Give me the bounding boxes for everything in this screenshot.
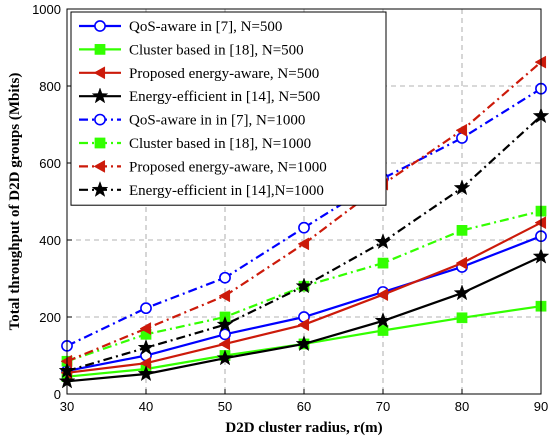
legend-marker	[94, 113, 106, 126]
data-point	[377, 257, 389, 269]
legend-label: QoS-aware in in [7], N=1000	[129, 113, 305, 129]
y-tick-label: 200	[39, 310, 61, 325]
x-tick-label: 70	[376, 399, 390, 414]
data-point	[139, 322, 152, 335]
legend-label: Energy-efficient in [14],N=1000	[129, 183, 324, 199]
data-point	[298, 221, 310, 234]
data-point	[374, 233, 392, 250]
legend-item: QoS-aware in [7], N=500	[79, 19, 282, 35]
data-point	[376, 288, 389, 302]
legend-item: Energy-efficient in [14],N=1000	[79, 180, 324, 199]
data-point	[456, 312, 468, 324]
legend-item: Cluster based in [18], N=1000	[79, 136, 311, 152]
axis-ticks: 30 40 50 60 70 80 90 0 200 400 600 800 1000	[32, 2, 548, 414]
data-point	[295, 335, 313, 352]
legend-marker	[94, 137, 106, 149]
data-point	[216, 349, 234, 366]
data-point	[297, 318, 310, 332]
data-point	[137, 365, 155, 382]
data-point	[219, 271, 231, 284]
legend-label: Proposed energy-aware, N=500	[129, 66, 319, 82]
legend-marker	[93, 66, 106, 80]
data-point	[216, 315, 234, 332]
x-tick-label: 30	[60, 399, 74, 414]
x-tick-label: 50	[218, 399, 232, 414]
x-tick-label: 40	[139, 399, 153, 414]
legend-label: Cluster based in [18], N=1000	[129, 136, 311, 152]
legend-label: Energy-efficient in [14], N=500	[129, 89, 320, 105]
legend-marker	[91, 87, 109, 104]
data-point	[219, 328, 231, 341]
series-7	[60, 55, 547, 368]
data-point	[139, 356, 152, 370]
data-point	[377, 325, 389, 336]
y-tick-label: 0	[54, 387, 61, 402]
data-point	[534, 55, 547, 69]
data-point	[453, 284, 471, 301]
y-tick-label: 800	[39, 79, 61, 94]
legend-marker	[91, 180, 109, 197]
data-point	[534, 216, 547, 230]
data-point	[297, 237, 310, 251]
legend: QoS-aware in [7], N=500 Cluster based in …	[70, 11, 387, 206]
legend-item: Energy-efficient in [14], N=500	[79, 87, 320, 105]
data-point	[218, 337, 231, 351]
data-point	[455, 256, 468, 270]
data-point	[140, 302, 152, 315]
data-point	[137, 338, 155, 355]
data-point	[295, 277, 313, 294]
x-axis-title: D2D cluster radius, r(m)	[225, 420, 382, 436]
legend-box	[70, 11, 387, 206]
y-tick-label: 1000	[32, 2, 61, 17]
y-tick-label: 400	[39, 233, 61, 248]
legend-label: Cluster based in [18], N=500	[129, 42, 304, 58]
legend-label: QoS-aware in [7], N=500	[129, 19, 282, 35]
data-point	[455, 123, 468, 137]
legend-item: Proposed energy-aware, N=500	[79, 66, 319, 82]
legend-marker	[94, 20, 106, 32]
data-point	[453, 179, 471, 196]
x-tick-label: 80	[455, 399, 469, 414]
legend-label: Proposed energy-aware, N=1000	[129, 159, 327, 175]
x-tick-label: 90	[534, 399, 548, 414]
legend-item: Proposed energy-aware, N=1000	[79, 159, 327, 175]
legend-marker	[93, 159, 106, 173]
legend-item: Cluster based in [18], N=500	[79, 42, 304, 58]
legend-item: QoS-aware in in [7], N=1000	[79, 113, 305, 129]
data-point	[456, 225, 468, 236]
data-point	[374, 312, 392, 329]
x-tick-label: 60	[297, 399, 311, 414]
y-axis-title: Total throughput of D2D groups (Mbits)	[7, 73, 23, 331]
y-tick-label: 600	[39, 156, 61, 171]
legend-marker	[94, 44, 106, 55]
data-point	[218, 289, 231, 303]
